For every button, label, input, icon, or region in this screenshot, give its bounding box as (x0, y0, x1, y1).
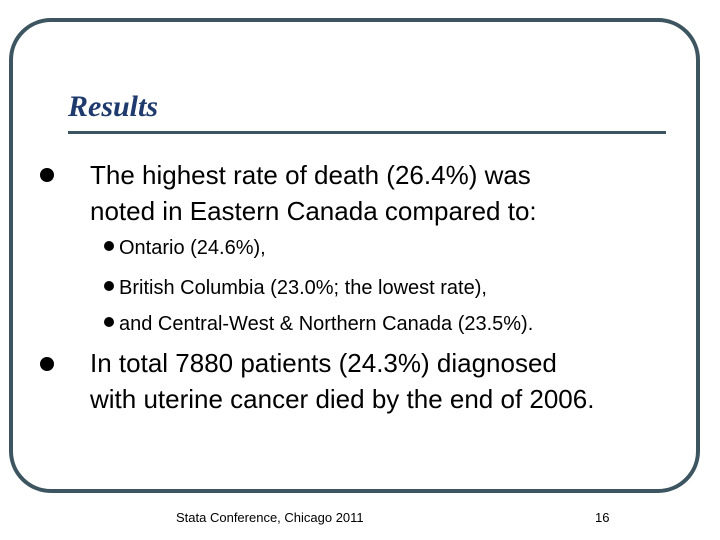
bullet-icon (40, 168, 54, 182)
sub-bullet-icon (104, 281, 114, 291)
sub-bullet-icon (104, 317, 114, 327)
sub-bullet-2: British Columbia (23.0%; the lowest rate… (104, 276, 487, 300)
footer-conference: Stata Conference, Chicago 2011 (176, 510, 364, 525)
bullet-point-1-line-2: noted in Eastern Canada compared to: (90, 196, 537, 226)
sub-bullet-icon (104, 241, 114, 251)
page-number: 16 (595, 510, 610, 525)
title-underline (68, 131, 666, 134)
slide-title: Results (68, 90, 159, 123)
sub-bullet-1-text: Ontario (24.6%), (119, 237, 266, 259)
bullet-icon (40, 357, 54, 371)
sub-bullet-3-text: and Central-West & Northern Canada (23.5… (119, 313, 534, 335)
bullet-point-2: In total 7880 patients (24.3%) diagnosed… (90, 345, 594, 417)
bullet-point-1-line-1: The highest rate of death (26.4%) was (90, 160, 531, 190)
bullet-point-2-line-2: with uterine cancer died by the end of 2… (90, 384, 595, 414)
slide-frame (9, 18, 700, 493)
bullet-point-2-line-1: In total 7880 patients (24.3%) diagnosed (90, 348, 557, 378)
sub-bullet-3: and Central-West & Northern Canada (23.5… (104, 312, 533, 336)
sub-bullet-2-text: British Columbia (23.0%; the lowest rate… (119, 277, 487, 299)
bullet-point-1: The highest rate of death (26.4%) was no… (90, 157, 537, 229)
sub-bullet-1: Ontario (24.6%), (104, 236, 266, 260)
